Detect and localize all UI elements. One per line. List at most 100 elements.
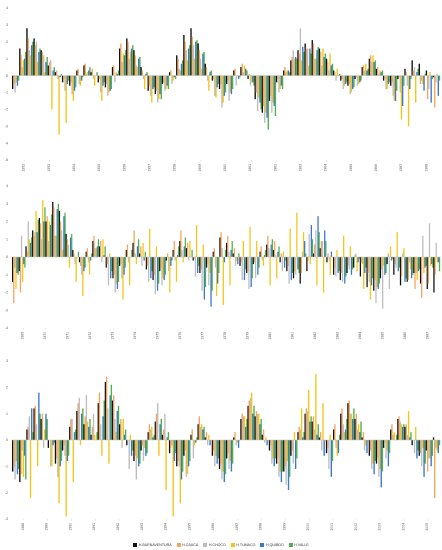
bar — [299, 257, 301, 284]
bar — [242, 241, 244, 257]
bar — [221, 75, 223, 108]
bar — [361, 257, 364, 265]
bar — [139, 253, 141, 257]
bar — [235, 440, 237, 446]
bar — [348, 257, 350, 270]
bar — [394, 257, 396, 265]
bar — [379, 70, 381, 76]
bar — [135, 440, 138, 480]
bar — [59, 75, 61, 78]
bar — [293, 432, 296, 440]
bar — [12, 440, 14, 472]
bar — [304, 413, 306, 440]
bar — [42, 200, 44, 257]
bar — [400, 75, 403, 120]
bar — [45, 413, 47, 440]
bar — [121, 62, 123, 76]
bar — [226, 440, 228, 459]
bar — [174, 75, 177, 79]
bar — [275, 440, 278, 464]
bar — [397, 75, 399, 79]
bar — [230, 440, 233, 472]
bar — [120, 43, 122, 76]
bar — [129, 51, 132, 76]
legend-swatch — [133, 543, 138, 547]
bar — [116, 73, 118, 76]
bar — [260, 246, 262, 257]
bar — [375, 68, 378, 76]
bar — [234, 432, 236, 440]
bar — [430, 75, 432, 103]
bar — [134, 253, 136, 257]
legend-label: H.BUENAVENTURA — [138, 543, 172, 547]
bar — [166, 75, 168, 86]
bar — [103, 75, 105, 83]
bar — [163, 257, 165, 281]
bar — [153, 434, 155, 440]
bar — [103, 255, 105, 257]
bar — [191, 249, 193, 257]
x-tick-label: 1953 — [47, 164, 51, 172]
bar — [264, 75, 266, 123]
bar — [227, 75, 229, 81]
bar — [92, 413, 95, 440]
bar — [60, 73, 63, 76]
bar — [149, 429, 152, 440]
bar — [325, 241, 327, 257]
bar — [176, 440, 178, 467]
bar — [167, 75, 170, 90]
bar — [87, 257, 90, 263]
bar — [433, 257, 435, 293]
bar — [321, 440, 323, 451]
bar — [44, 207, 46, 257]
bar — [354, 255, 356, 257]
bar — [114, 257, 116, 293]
bar — [115, 432, 117, 440]
bar — [238, 253, 240, 257]
bar — [191, 429, 193, 440]
bar — [21, 67, 23, 76]
bar — [311, 421, 313, 440]
bar — [300, 257, 302, 273]
bar — [403, 424, 405, 440]
bar — [397, 418, 399, 440]
bar — [217, 440, 220, 459]
bar — [301, 251, 304, 257]
bar — [45, 221, 47, 257]
bar — [302, 232, 305, 257]
bar — [269, 440, 272, 446]
bar — [19, 48, 21, 76]
bar — [122, 257, 124, 300]
bar — [414, 257, 416, 289]
bar — [434, 440, 436, 498]
bar — [435, 440, 437, 448]
bar — [431, 257, 433, 265]
bar — [170, 70, 172, 76]
bar — [357, 75, 360, 84]
bar — [276, 257, 278, 279]
bar — [340, 413, 342, 440]
bar — [372, 440, 374, 464]
bar — [354, 75, 356, 79]
bar — [246, 70, 248, 76]
bar — [75, 429, 77, 440]
bar — [426, 257, 428, 289]
bar — [119, 48, 121, 76]
bar — [169, 257, 171, 293]
bar — [120, 418, 122, 440]
y-tick-label: 0 — [6, 255, 8, 259]
bar — [384, 257, 386, 275]
bar — [258, 413, 260, 440]
bar — [256, 241, 258, 257]
x-tick-label: 1979 — [246, 332, 250, 340]
bar — [322, 257, 325, 293]
bar — [304, 43, 306, 76]
bar — [243, 257, 246, 281]
bar — [237, 257, 239, 265]
x-tick-label: 2000 — [306, 523, 310, 531]
bar — [183, 35, 185, 76]
bar — [393, 75, 395, 101]
bar — [33, 235, 35, 257]
bar — [34, 405, 36, 440]
bar — [199, 426, 202, 440]
